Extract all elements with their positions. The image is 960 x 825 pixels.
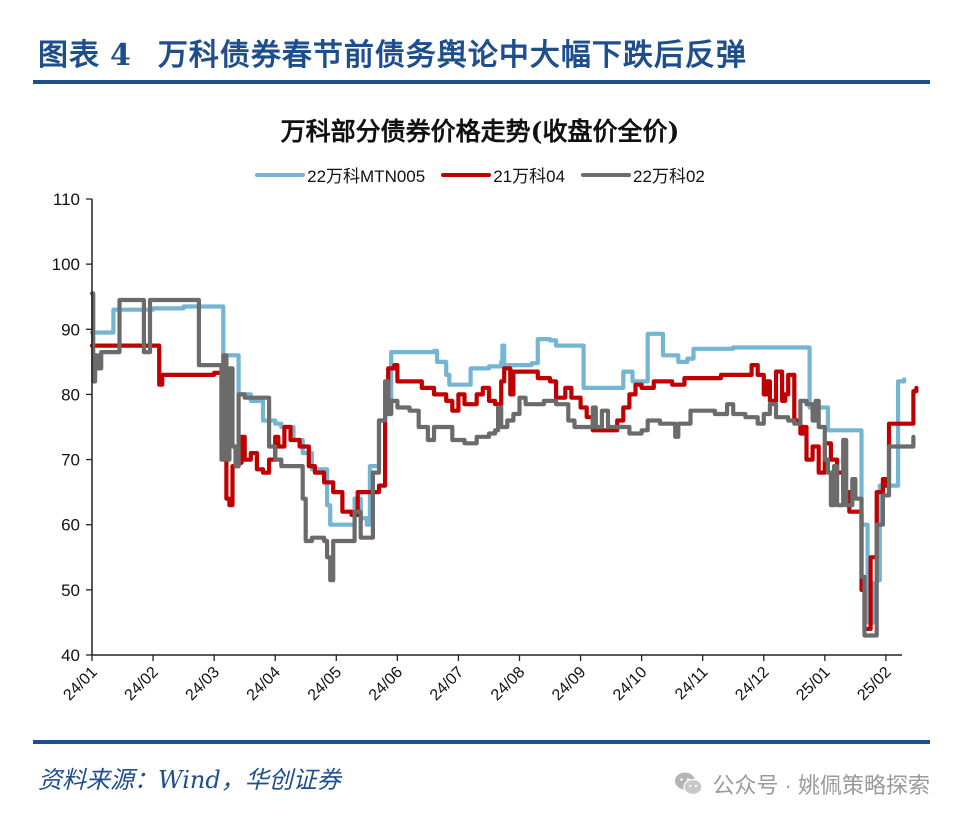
legend-label: 22万科02 [633,167,705,186]
series-line [89,304,907,625]
y-tick-label: 100 [52,255,80,274]
legend-item-21vanke04: 21万科04 [441,162,565,187]
y-tick-label: 40 [61,646,80,665]
y-tick-label: 70 [61,451,80,470]
bottom-divider [33,740,930,744]
x-tick-label: 24/10 [610,664,650,704]
y-tick-label: 110 [53,190,80,209]
x-tick-label: 24/07 [427,664,467,704]
x-tick-label: 24/02 [122,664,162,704]
figure-label: 图表 [38,38,100,73]
y-tick-label: 80 [61,385,80,404]
legend-swatch-gray-icon [581,172,632,177]
x-tick-label: 24/06 [366,664,406,704]
x-tick-label: 24/01 [60,664,100,704]
y-tick-label: 60 [61,516,80,535]
x-tick-label: 24/11 [672,664,712,704]
x-tick-label: 24/05 [305,664,345,704]
x-tick-label: 24/09 [549,664,589,704]
source-note: 资料来源：Wind，华创证券 [38,766,341,794]
legend-label: 21万科04 [493,167,566,186]
x-tick-label: 24/03 [183,664,223,704]
wechat-icon [675,772,704,796]
series-line [89,343,919,632]
x-tick-label: 24/08 [488,664,528,704]
watermark: 公众号 · 姚佩策略探索 [674,768,930,800]
watermark-text: 公众号 · 姚佩策略探索 [712,773,930,798]
chart-title: 万科部分债券价格走势(收盘价全价) [280,117,680,146]
chart-legend: 22万科MTN005 21万科04 22万科02 [0,162,960,187]
figure-title-text: 万科债券春节前债务舆论中大幅下跌后反弹 [157,38,747,73]
x-tick-label: 24/04 [244,664,284,704]
series-line [89,291,916,638]
x-tick-label: 25/01 [793,664,833,704]
y-tick-label: 90 [61,320,80,339]
top-divider [33,80,930,84]
x-tick-label: 25/02 [854,664,894,704]
x-tick-label: 24/12 [732,664,772,704]
legend-item-mtn005: 22万科MTN005 [255,162,425,187]
line-chart: 40 50 60 70 80 90 100 110 24/01 24/02 24/03 24/04 24… [52,190,919,704]
figure-title: 图表 4 万科债券春节前债务舆论中大幅下跌后反弹 [38,30,747,74]
legend-label: 22万科MTN005 [307,167,426,186]
figure-number: 4 [110,38,132,73]
legend-swatch-blue-icon [255,172,306,177]
legend-swatch-red-icon [441,172,492,177]
legend-item-22vanke02: 22万科02 [581,162,705,187]
y-tick-label: 50 [61,581,80,600]
